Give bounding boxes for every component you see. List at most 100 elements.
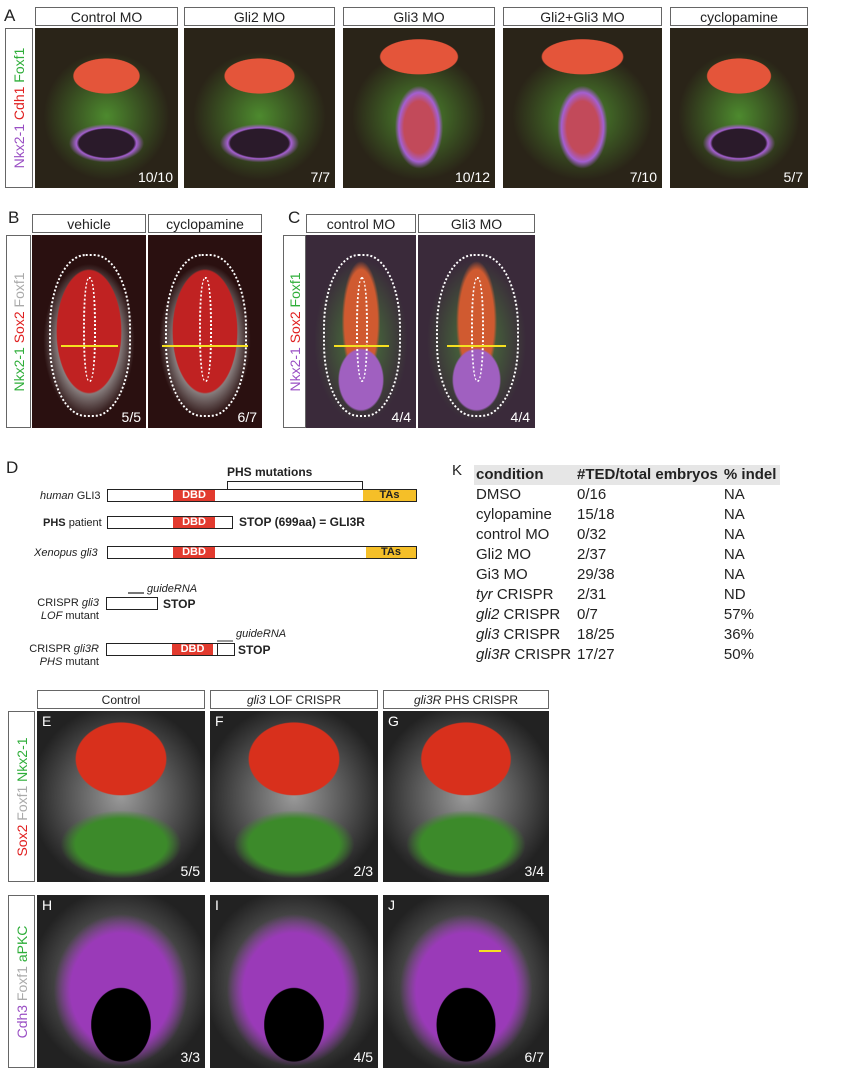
panel-a-header: Gli3 MO xyxy=(343,7,495,26)
dbd-domain: DBD xyxy=(173,547,215,558)
table-cell: 2/31 xyxy=(577,586,607,603)
embryo-count: 4/4 xyxy=(391,409,411,425)
table-cell: 29/38 xyxy=(577,566,615,583)
panel-label-k: K xyxy=(452,462,463,479)
phs-stop-label: STOP (699aa) = GLI3R xyxy=(239,515,365,529)
column-header: #TED/total embryos xyxy=(575,465,722,485)
panel-label: H xyxy=(42,897,53,913)
table-cell: 18/25 xyxy=(577,626,615,643)
embryo-count: 7/10 xyxy=(629,169,657,185)
panel-c-header: control MO xyxy=(306,214,416,233)
table-cell: 17/27 xyxy=(577,646,615,663)
stain-nkx2-1: Nkx2-1 xyxy=(11,123,27,169)
species-label: human xyxy=(40,490,74,502)
table-cell: 0/32 xyxy=(577,526,607,543)
table-cell: NA xyxy=(723,486,745,503)
panel-label: I xyxy=(215,897,219,913)
table-cell: gli2 CRISPR xyxy=(476,606,561,623)
table-row: gli3R CRISPR 17/27 50% xyxy=(474,645,780,665)
micrograph: 5/5 xyxy=(32,235,146,428)
embryo-count: 3/3 xyxy=(180,1049,200,1065)
stop-label: STOP xyxy=(163,597,196,611)
table-cell: tyr CRISPR xyxy=(476,586,554,603)
table-cell: 36% xyxy=(723,626,754,643)
width-arrow xyxy=(161,345,249,347)
width-arrow xyxy=(60,345,118,347)
lof-label: LOF xyxy=(40,610,63,622)
embryo-count: 4/5 xyxy=(353,1049,373,1065)
table-cell: NA xyxy=(723,566,745,583)
table-cell: NA xyxy=(723,506,745,523)
tas-domain: TAs xyxy=(363,490,416,501)
panel-a-header: Control MO xyxy=(35,7,178,26)
stain-foxf1: Foxf1 xyxy=(13,965,30,1001)
micrograph: E 5/5 xyxy=(37,711,205,882)
guide-rna-label: guideRNA xyxy=(147,583,198,595)
embryo-count: 6/7 xyxy=(524,1049,544,1065)
micrograph: F 2/3 xyxy=(210,711,378,882)
micrograph: G 3/4 xyxy=(383,711,549,882)
gene-label: gli3R xyxy=(73,643,99,655)
table-cell: 2/37 xyxy=(577,546,607,563)
patient-label: patient xyxy=(68,517,102,529)
stop-label: STOP xyxy=(238,643,271,657)
width-arrow xyxy=(447,345,506,347)
table-cell: 50% xyxy=(723,646,754,663)
width-arrow xyxy=(333,345,389,347)
micrograph: 7/7 xyxy=(184,28,335,188)
table-row: control MO 0/32 NA xyxy=(474,525,780,545)
panel-b-stain-label: Nkx2-1 Sox2 Foxf1 xyxy=(6,235,31,428)
micrograph: 7/10 xyxy=(503,28,662,188)
table-row: Gli2 MO 2/37 NA xyxy=(474,545,780,565)
panel-a-header: Gli2+Gli3 MO xyxy=(503,7,662,26)
panel-a-header: cyclopamine xyxy=(670,7,808,26)
lumen-outline xyxy=(355,277,369,382)
panel-label: E xyxy=(42,713,52,729)
panel-label: G xyxy=(388,713,399,729)
panel-label: F xyxy=(215,713,224,729)
stain-foxf1: Foxf1 xyxy=(10,271,27,307)
embryo-count: 5/7 xyxy=(783,169,803,185)
micrograph: J 6/7 xyxy=(383,895,549,1068)
panel-efg-header: gli3 LOF CRISPR xyxy=(210,690,378,709)
micrograph: I 4/5 xyxy=(210,895,378,1068)
phs-label: PHS xyxy=(43,517,66,529)
crispr-label: CRISPR xyxy=(37,597,79,609)
panel-label-d: D xyxy=(6,458,19,477)
panel-label-a: A xyxy=(4,6,16,25)
micrograph: 5/7 xyxy=(670,28,808,188)
tissue-outline xyxy=(435,254,520,417)
embryo-count: 4/4 xyxy=(510,409,530,425)
crispr-label: CRISPR xyxy=(29,643,71,655)
panel-b-header: vehicle xyxy=(32,214,146,233)
table-cell: cylopamine xyxy=(476,506,552,523)
stain-nkx2-1: Nkx2-1 xyxy=(286,346,303,392)
mutant-label: mutant xyxy=(65,610,99,622)
dbd-domain: DBD xyxy=(172,644,213,655)
panel-a-header: Gli2 MO xyxy=(184,7,335,26)
phs-mutations-label: PHS mutations xyxy=(227,465,313,479)
tas-domain: TAs xyxy=(366,547,416,558)
stain-cdh1: Cdh1 xyxy=(11,86,27,121)
panel-c-header: Gli3 MO xyxy=(418,214,535,233)
panel-a-stain-label: Nkx2-1 Cdh1 Foxf1 xyxy=(5,28,33,188)
gene-label: GLI3 xyxy=(76,490,101,502)
divider xyxy=(217,643,218,656)
table-cell: ND xyxy=(723,586,746,603)
stain-foxf1: Foxf1 xyxy=(13,785,30,821)
table-row: Gi3 MO 29/38 NA xyxy=(474,565,780,585)
tissue-outline xyxy=(165,254,247,417)
embryo-count: 5/5 xyxy=(180,863,200,879)
table-cell: Gi3 MO xyxy=(476,566,528,583)
yellow-arrow xyxy=(479,950,502,953)
embryo-count: 10/12 xyxy=(454,169,490,185)
guide-rna-label: guideRNA xyxy=(236,628,287,640)
column-header: condition xyxy=(474,465,576,485)
panel-label-c: C xyxy=(288,208,301,227)
embryo-count: 2/3 xyxy=(353,863,373,879)
micrograph: 6/7 xyxy=(148,235,262,428)
tissue-outline xyxy=(49,254,131,417)
micrograph: 10/12 xyxy=(343,28,495,188)
stain-sox2: Sox2 xyxy=(13,824,30,857)
embryo-count: 6/7 xyxy=(237,409,257,425)
